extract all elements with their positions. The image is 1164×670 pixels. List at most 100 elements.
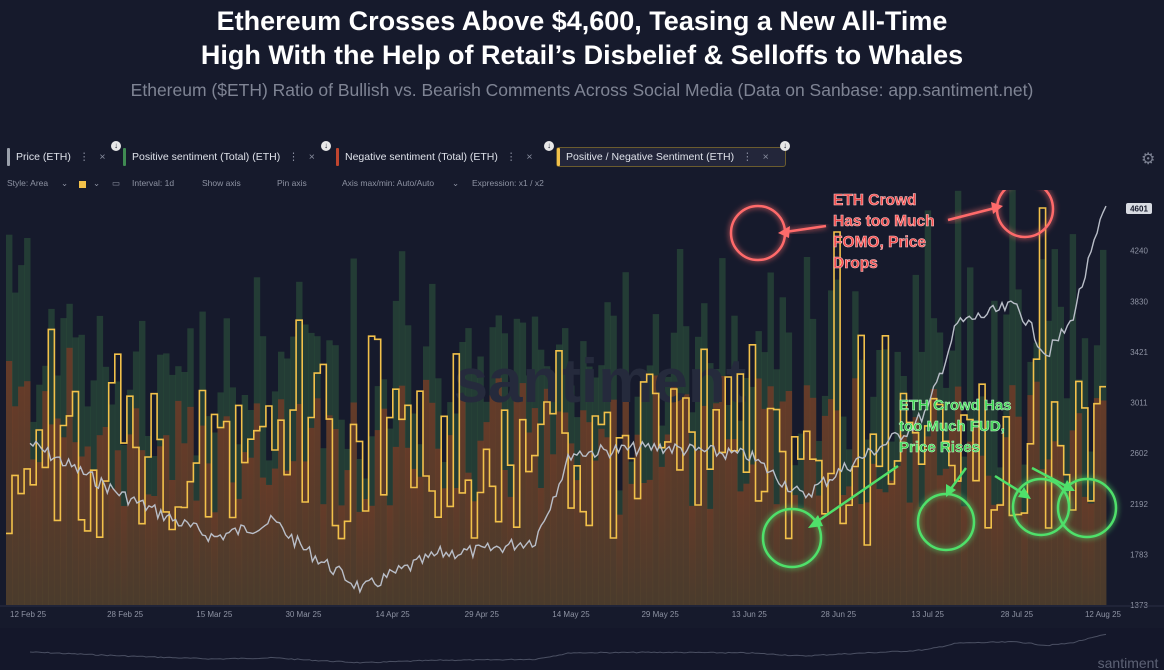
negative-sentiment-bar: [6, 361, 13, 605]
negative-sentiment-bar: [574, 480, 581, 605]
chevron-down-icon[interactable]: ⌄: [61, 178, 69, 188]
positive-sentiment-bar: [882, 349, 889, 605]
color-swatch[interactable]: [79, 181, 86, 188]
negative-sentiment-bar: [701, 405, 708, 605]
show-axis-toggle[interactable]: Show axis: [202, 178, 241, 188]
negative-sentiment-bar: [78, 456, 85, 605]
negative-sentiment-bar: [876, 489, 883, 605]
negative-sentiment-bar: [229, 482, 236, 605]
close-icon[interactable]: ×: [762, 151, 769, 163]
negative-sentiment-bar: [960, 506, 968, 605]
negative-sentiment-bar: [423, 379, 430, 605]
negative-sentiment-bar: [278, 399, 285, 605]
fud-arrowhead-1: [808, 515, 823, 528]
negative-sentiment-bar: [737, 491, 744, 605]
negative-sentiment-bar: [858, 504, 865, 605]
metric-label-price: Price (ETH): [16, 151, 71, 163]
negative-sentiment-bar: [531, 408, 539, 605]
negative-sentiment-bar: [302, 461, 309, 605]
info-icon[interactable]: ↓: [780, 141, 790, 151]
navigator-minimap[interactable]: santiment: [0, 628, 1164, 670]
negative-sentiment-bar: [501, 470, 508, 605]
negative-sentiment-bar: [338, 505, 345, 605]
metric-chip-ratio[interactable]: Positive / Negative Sentiment (ETH) ⋮ ×: [556, 147, 786, 167]
negative-sentiment-bar: [749, 464, 756, 605]
negative-sentiment-bar: [193, 500, 200, 605]
negative-sentiment-bar: [380, 408, 388, 605]
fud-arrowhead-3: [1018, 487, 1031, 499]
negative-sentiment-bar: [139, 450, 146, 605]
negative-sentiment-bar: [362, 499, 369, 605]
negative-sentiment-bar: [1051, 441, 1058, 605]
more-icon[interactable]: ⋮: [78, 151, 90, 163]
positive-sentiment-bar: [773, 369, 780, 605]
negative-sentiment-bar: [1063, 492, 1071, 605]
negative-sentiment-bar: [42, 391, 49, 605]
negative-sentiment-bar: [634, 434, 641, 605]
negative-sentiment-bar: [967, 441, 974, 605]
info-icon[interactable]: ↓: [544, 141, 554, 151]
chart-area: santiment 137317832192260230113421383042…: [0, 190, 1164, 619]
negative-sentiment-bar: [102, 427, 110, 605]
negative-sentiment-bar: [404, 447, 412, 605]
expression-field[interactable]: Expression: x1 / x2: [472, 178, 544, 188]
negative-sentiment-bar: [175, 400, 182, 605]
negative-sentiment-bar: [507, 496, 514, 605]
close-icon[interactable]: ×: [99, 151, 106, 163]
style-select[interactable]: Style: Area: [7, 178, 49, 188]
x-tick-label: 14 May 25: [552, 610, 590, 619]
negative-sentiment-bar: [664, 434, 672, 605]
info-icon[interactable]: ↓: [321, 141, 331, 151]
metric-chip-positive[interactable]: Positive sentiment (Total) (ETH) ⋮ ×: [123, 147, 323, 167]
pin-axis-toggle[interactable]: Pin axis: [277, 178, 307, 188]
negative-sentiment-bar: [912, 417, 919, 605]
negative-sentiment-bar: [652, 375, 660, 605]
negative-sentiment-bar: [290, 461, 297, 605]
current-price-label: 4601: [1130, 205, 1148, 214]
negative-sentiment-bar: [773, 504, 780, 605]
negative-sentiment-bar: [320, 504, 327, 605]
more-icon[interactable]: ⋮: [288, 151, 299, 163]
negative-sentiment-bar: [374, 430, 382, 605]
negative-sentiment-bar: [1069, 430, 1077, 605]
more-icon[interactable]: ⋮: [742, 151, 753, 163]
x-tick-label: 14 Apr 25: [376, 610, 411, 619]
negative-sentiment-bar: [997, 503, 1004, 605]
metric-label-positive: Positive sentiment (Total) (ETH): [132, 151, 281, 163]
negative-sentiment-bar: [543, 388, 551, 605]
negative-sentiment-bar: [537, 488, 545, 605]
negative-sentiment-bar: [169, 480, 176, 605]
negative-sentiment-bar: [223, 416, 230, 605]
info-icon[interactable]: ↓: [111, 141, 121, 151]
more-icon[interactable]: ⋮: [505, 151, 517, 163]
metric-chip-negative[interactable]: Negative sentiment (Total) (ETH) ⋮ ×: [336, 147, 546, 167]
positive-sentiment-bar: [858, 359, 865, 605]
negative-sentiment-bar: [1045, 459, 1052, 605]
negative-sentiment-bar: [797, 508, 805, 605]
negative-sentiment-bar: [441, 488, 448, 605]
chart-subtitle: Ethereum ($ETH) Ratio of Bullish vs. Bea…: [130, 80, 1034, 100]
negative-sentiment-bar: [54, 418, 61, 605]
metric-label-negative: Negative sentiment (Total) (ETH): [345, 151, 498, 163]
positive-sentiment-bar: [465, 328, 472, 605]
chevron-down-icon[interactable]: ⌄: [93, 178, 101, 188]
x-tick-label: 28 Feb 25: [107, 610, 144, 619]
metric-chip-price[interactable]: Price (ETH) ⋮ ×: [7, 147, 117, 167]
y-tick-label: 3011: [1130, 399, 1148, 408]
negative-sentiment-bar: [108, 488, 116, 605]
negative-sentiment-bar: [96, 435, 104, 605]
axis-maxmin-select[interactable]: Axis max/min: Auto/Auto: [342, 178, 435, 188]
interval-select[interactable]: Interval: 1d: [132, 178, 175, 188]
chevron-down-icon[interactable]: ⌄: [452, 178, 460, 188]
negative-sentiment-bar: [562, 412, 569, 605]
price-swatch: [7, 148, 10, 166]
negative-sentiment-bar: [72, 442, 79, 605]
metric-chips: Price (ETH) ⋮ × ↓ Positive sentiment (To…: [0, 141, 1164, 175]
negative-sentiment-bar: [610, 399, 617, 605]
y-tick-label: 2602: [1130, 449, 1148, 458]
gear-icon[interactable]: ⚙: [1141, 151, 1156, 168]
negative-sentiment-bar: [580, 410, 587, 605]
close-icon[interactable]: ×: [308, 151, 315, 163]
close-icon[interactable]: ×: [526, 151, 533, 163]
